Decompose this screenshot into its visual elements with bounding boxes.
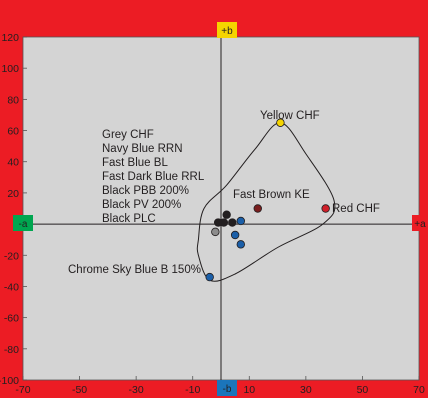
- x-tick-label: -50: [72, 384, 87, 396]
- y-tick-label: -40: [4, 281, 19, 293]
- point-grey-chf: [211, 227, 220, 237]
- label-group-list-6: Black PLC: [102, 213, 156, 225]
- badge-plus-a-text: +a: [414, 219, 426, 230]
- y-tick-label: 80: [7, 94, 19, 106]
- y-tick-label: -100: [0, 375, 19, 387]
- badge-plus-b: +b: [217, 22, 237, 38]
- label-group-list-2: Fast Blue BL: [102, 157, 168, 169]
- y-tick-label: 20: [7, 188, 19, 200]
- axis-ticks: -100-80-60-40-20020406080100120-70-50-30…: [0, 32, 425, 396]
- x-tick-label: -10: [185, 384, 200, 396]
- y-tick-label: 100: [1, 63, 19, 75]
- point-chrome-sky-blue-b-150: [205, 272, 214, 282]
- badge-minus-b: -b: [217, 380, 237, 396]
- data-points: [205, 118, 330, 282]
- y-tick-label: -80: [4, 344, 19, 356]
- label-group-list-1: Navy Blue RRN: [102, 143, 183, 155]
- point-black-pv-200: [228, 218, 237, 227]
- y-tick-label: 120: [1, 32, 19, 44]
- badge-plus-a: +a: [412, 215, 428, 231]
- badge-minus-a: -a: [13, 215, 33, 231]
- point-black-pbb-200: [222, 210, 231, 219]
- x-tick-label: -30: [129, 384, 144, 396]
- label-fast-brown-ke: Fast Brown KE: [233, 189, 310, 201]
- label-group-list-5: Black PV 200%: [102, 199, 181, 211]
- point-fast-blue-bl: [236, 240, 245, 249]
- x-tick-label: 30: [300, 384, 312, 396]
- label-group-list-3: Fast Dark Blue RRL: [102, 171, 205, 183]
- x-tick-label: 70: [413, 384, 425, 396]
- y-tick-label: -20: [4, 250, 19, 262]
- badge-plus-b-text: +b: [221, 26, 233, 37]
- x-tick-label: -70: [15, 384, 30, 396]
- point-red-chf: [321, 204, 330, 213]
- point-fast-brown-ke: [253, 204, 262, 213]
- badge-minus-a-text: -a: [19, 219, 28, 230]
- label-group-list-4: Black PBB 200%: [102, 185, 189, 197]
- label-group-list-0: Grey CHF: [102, 129, 154, 141]
- x-tick-label: 50: [357, 384, 369, 396]
- y-tick-label: 40: [7, 157, 19, 169]
- label-chrome-sky-blue: Chrome Sky Blue B 150%: [68, 264, 201, 276]
- y-tick-label: -60: [4, 313, 19, 325]
- y-tick-label: 60: [7, 126, 19, 138]
- point-yellow-chf: [276, 118, 285, 127]
- label-yellow-chf: Yellow CHF: [260, 110, 320, 122]
- point-fast-blue-bl: [236, 216, 245, 226]
- label-red-chf: Red CHF: [332, 203, 380, 215]
- x-tick-label: 10: [243, 384, 255, 396]
- badge-minus-b-text: -b: [223, 384, 232, 395]
- point-fast-dark-blue-rrl: [230, 230, 240, 240]
- point-black-plc: [213, 218, 223, 227]
